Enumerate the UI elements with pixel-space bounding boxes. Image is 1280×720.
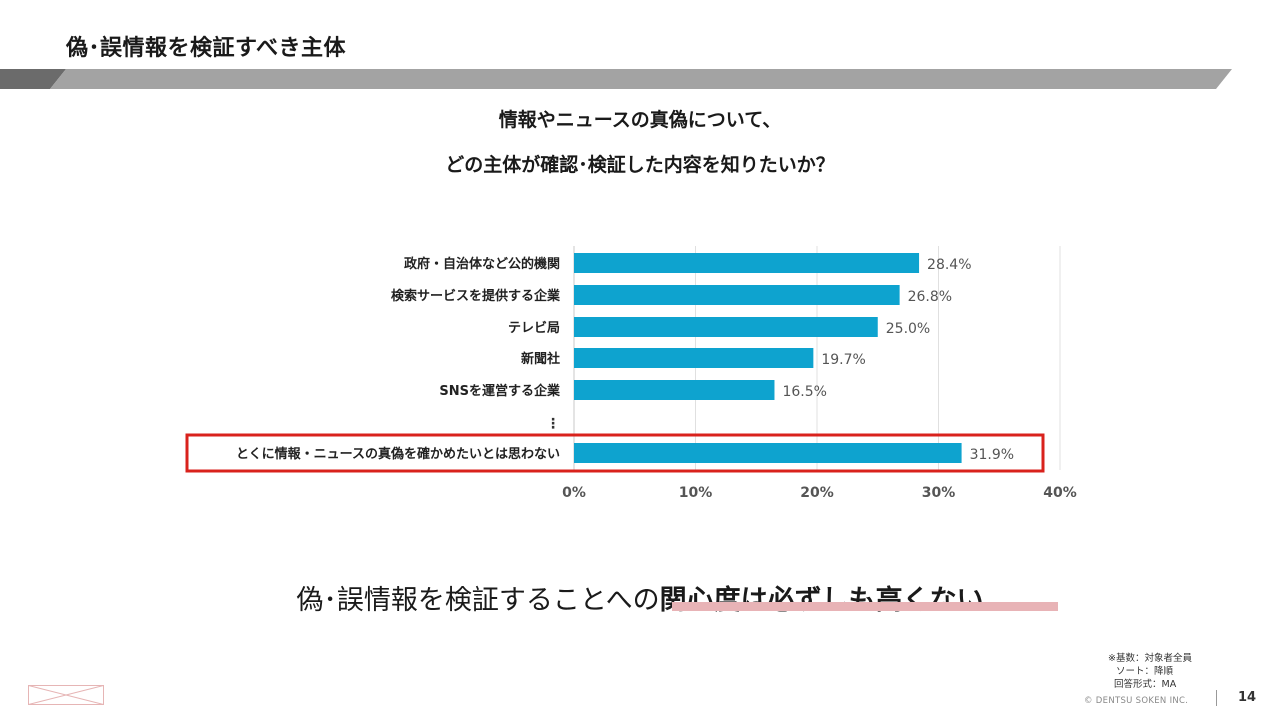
conclusion-underline — [672, 602, 1058, 611]
category-label: テレビ局 — [508, 320, 560, 336]
x-tick-label: 30% — [922, 485, 956, 501]
slide-title: 偽･誤情報を検証すべき主体 — [66, 36, 346, 61]
bar — [574, 380, 775, 400]
conclusion-plain: 偽･誤情報を検証することへの — [296, 585, 660, 616]
value-label: 19.7% — [821, 352, 865, 368]
question-line-2: どの主体が確認･検証した内容を知りたいか？ — [445, 154, 835, 176]
category-label: 検索サービスを提供する企業 — [391, 288, 561, 304]
ellipsis-mark: ⋮ — [546, 416, 560, 432]
page-separator — [1216, 690, 1217, 706]
highlight-box — [185, 433, 1045, 473]
bar — [574, 443, 962, 463]
bar — [574, 253, 920, 273]
copyright: © DENTSU SOKEN INC. — [1084, 696, 1189, 706]
x-tick-label: 20% — [800, 485, 834, 501]
category-label: SNSを運営する企業 — [439, 383, 561, 399]
question-line-1: 情報やニュースの真偽について、 — [498, 109, 782, 131]
note-base: ※基数：対象者全員 — [1108, 653, 1192, 664]
bar — [574, 317, 878, 337]
x-tick-label: 0% — [562, 485, 586, 501]
note-sort: ソート：降順 — [1116, 666, 1174, 677]
value-label: 28.4% — [927, 257, 971, 273]
note-format: 回答形式：MA — [1114, 679, 1177, 690]
x-tick-label: 40% — [1043, 485, 1077, 501]
category-label: 新聞社 — [521, 351, 560, 367]
category-label: とくに情報・ニュースの真偽を確かめたいとは思わない — [236, 446, 560, 462]
footnotes: ※基数：対象者全員 ソート：降順 回答形式：MA — [1108, 652, 1192, 691]
placeholder-logo-icon — [28, 685, 104, 705]
value-label: 26.8% — [908, 289, 952, 305]
bar — [574, 285, 900, 305]
x-tick-label: 10% — [679, 485, 713, 501]
bar — [574, 348, 814, 368]
title-band-dark — [0, 69, 66, 89]
conclusion-emphasis: 関心度は必ずしも高くない — [659, 585, 984, 616]
conclusion-text: 偽･誤情報を検証することへの関心度は必ずしも高くない — [0, 578, 1280, 617]
value-label: 25.0% — [886, 321, 930, 337]
value-label: 31.9% — [970, 447, 1014, 463]
page-number: 14 — [1238, 690, 1257, 705]
value-label: 16.5% — [782, 384, 826, 400]
title-band — [0, 69, 1232, 89]
category-label: 政府・自治体など公的機関 — [404, 256, 560, 272]
title-band-light — [50, 69, 1232, 89]
